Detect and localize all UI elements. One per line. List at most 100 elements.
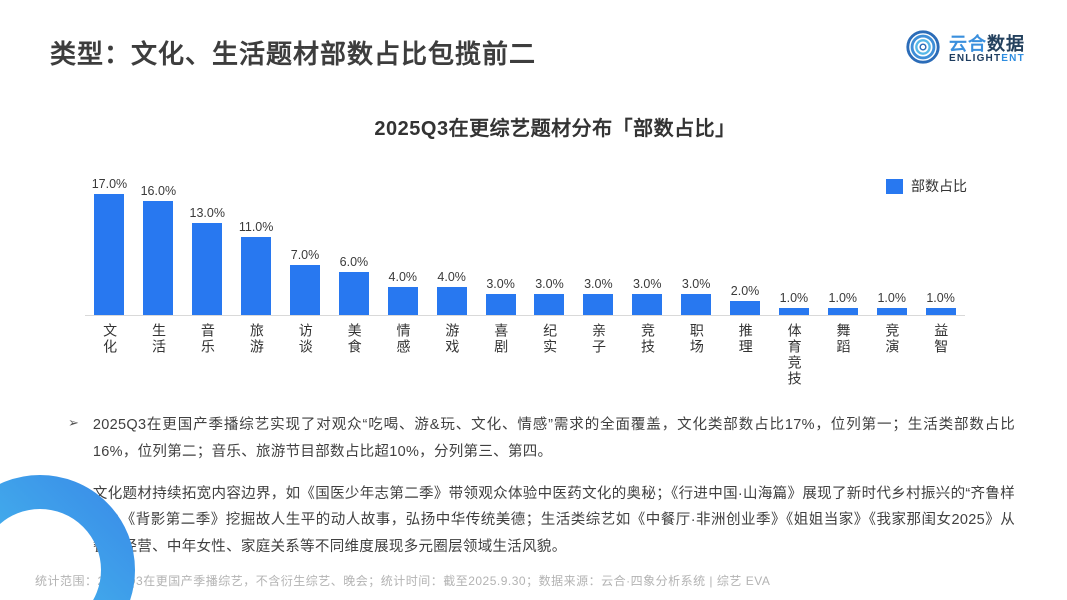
category-label: 竞演 [884,323,901,355]
bar [241,237,272,315]
category-cell: 舞蹈 [818,316,867,387]
category-cell: 旅游 [232,316,281,387]
category-label: 纪实 [542,323,559,355]
bar-value-label: 1.0% [779,291,809,305]
category-cell: 喜剧 [476,316,525,387]
category-label: 舞蹈 [835,323,852,355]
bar [338,272,369,315]
category-label: 喜剧 [493,323,510,355]
bar [290,265,320,315]
category-cell: 生活 [134,316,183,387]
chart-title: 2025Q3在更综艺题材分布「部数占比」 [374,118,736,140]
bar-column: 3.0% [672,277,721,315]
brand-name-en: ENLIGHTENT [949,52,1025,64]
bar [876,308,907,315]
brand-logo-icon [904,28,942,71]
bar [143,201,174,315]
category-label: 职场 [688,323,705,355]
summary-bullets: ➢ 2025Q3在更国产季播综艺实现了对观众“吃喝、游&玩、文化、情感”需求的全… [68,412,1015,576]
chart-legend: 部数占比 [886,176,967,196]
bar-value-label: 13.0% [189,206,225,220]
bar-column: 4.0% [427,270,476,315]
bullet-text: 2025Q3在更国产季播综艺实现了对观众“吃喝、游&玩、文化、情感”需求的全面覆… [92,417,1015,460]
bar-value-label: 1.0% [828,291,858,305]
category-cell: 音乐 [183,316,232,387]
category-label: 推理 [737,323,754,355]
bar-value-label: 4.0% [437,270,466,284]
bar-column: 4.0% [378,270,427,315]
bar [387,287,418,315]
bar-column: 11.0% [232,220,281,315]
category-cell: 推理 [721,316,770,387]
bar-value-label: 6.0% [339,255,369,269]
bar-value-label: 7.0% [290,248,320,262]
bar [436,287,467,315]
bullet-arrow-icon: ➢ [68,415,79,430]
category-label: 文化 [102,323,119,355]
category-cell: 美食 [329,316,378,387]
category-cell: 竞技 [623,316,672,387]
bar-column: 1.0% [818,291,867,315]
category-label: 访谈 [297,323,314,355]
bar [94,194,125,315]
bar [681,294,712,315]
bar-value-label: 3.0% [486,277,515,291]
bullet-item: ➢ 文化题材持续拓宽内容边界，如《国医少年志第二季》带领观众体验中医药文化的奥秘… [68,481,1015,561]
category-cell: 体育竞技 [769,316,818,387]
bar-value-label: 1.0% [926,291,955,305]
brand-logo-text: 云合数据 ENLIGHTENT [949,33,1025,64]
bar [485,294,516,315]
brand-name-cn: 云合数据 [949,33,1025,54]
category-cell: 竞演 [867,316,916,387]
category-cell: 益智 [916,316,965,387]
category-label: 旅游 [248,323,265,355]
bar [534,294,565,315]
bar [827,308,858,315]
bar-value-label: 3.0% [681,277,711,291]
bar-value-label: 3.0% [535,277,564,291]
category-label: 情感 [395,323,412,355]
category-label: 游戏 [444,323,461,355]
bullet-text: 文化题材持续拓宽内容边界，如《国医少年志第二季》带领观众体验中医药文化的奥秘；《… [92,485,1015,556]
category-label: 亲子 [591,323,608,355]
category-cell: 情感 [378,316,427,387]
bar-value-label: 17.0% [91,177,128,191]
bar-value-label: 4.0% [388,270,418,284]
category-cell: 职场 [672,316,721,387]
bar-column: 2.0% [721,284,770,315]
bar-value-label: 1.0% [877,291,906,305]
bar-value-label: 3.0% [584,277,613,291]
category-cell: 访谈 [281,316,330,387]
bar [192,223,223,315]
bar-value-label: 16.0% [140,184,177,198]
bar [730,301,761,315]
bar-column: 3.0% [574,277,623,315]
bar-column: 7.0% [281,248,330,315]
bar-column: 6.0% [329,255,378,315]
bar-column: 1.0% [916,291,965,315]
legend-swatch [886,178,903,194]
bullet-item: ➢ 2025Q3在更国产季播综艺实现了对观众“吃喝、游&玩、文化、情感”需求的全… [68,412,1015,466]
bar-column: 1.0% [867,291,916,315]
bar-column: 1.0% [769,291,818,315]
bar-column: 13.0% [183,206,232,315]
bar [632,294,663,315]
bars-row: 17.0% 16.0% 13.0% 11.0% 7.0% 6.0% 4.0% 4.0% 3.0%… [85,165,965,316]
bar-column: 3.0% [476,277,525,315]
bar-column: 3.0% [623,277,672,315]
bar [583,294,614,315]
category-cell: 亲子 [574,316,623,387]
bar-value-label: 2.0% [730,284,760,298]
legend-label: 部数占比 [911,178,967,194]
category-label: 生活 [151,323,168,355]
category-label: 体育竞技 [786,323,803,387]
bar-chart: 17.0% 16.0% 13.0% 11.0% 7.0% 6.0% 4.0% 4.0% 3.0%… [85,165,965,387]
page-title: 类型：文化、生活题材部数占比包揽前二 [50,39,537,69]
category-cell: 纪实 [525,316,574,387]
bar-column: 17.0% [85,177,134,315]
category-label: 音乐 [199,323,216,355]
bar-value-label: 3.0% [632,277,662,291]
category-label: 益智 [933,323,950,355]
bar-column: 3.0% [525,277,574,315]
